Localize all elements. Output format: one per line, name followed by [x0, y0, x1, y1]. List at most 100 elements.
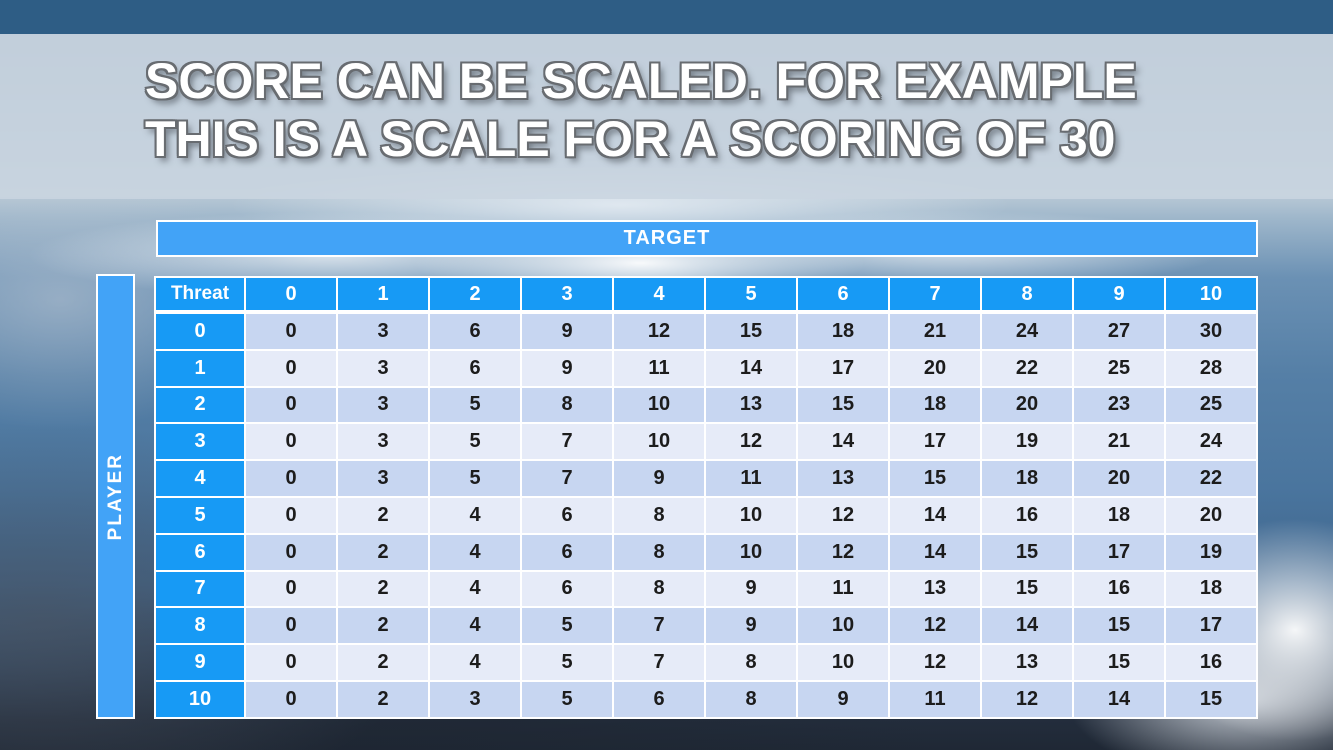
score-cell: 17 — [1166, 608, 1256, 644]
player-header-label: PLAYER — [104, 452, 126, 541]
score-cell: 15 — [1166, 681, 1256, 717]
column-header-cell: 4 — [614, 278, 704, 310]
score-cell: 9 — [614, 461, 704, 496]
top-accent-bar — [0, 0, 1333, 34]
score-cell: 13 — [798, 461, 888, 496]
title-line-1: SCORE CAN BE SCALED. FOR EXAMPLE — [145, 53, 1137, 109]
score-cell: 14 — [798, 424, 888, 460]
row-header-cell: 6 — [156, 534, 244, 570]
score-cell: 2 — [338, 645, 428, 680]
score-cell: 14 — [890, 497, 980, 533]
row-header-cell: 7 — [156, 571, 244, 607]
score-cell: 7 — [614, 645, 704, 680]
score-cell: 0 — [246, 645, 336, 680]
score-cell: 18 — [1166, 571, 1256, 607]
score-cell: 8 — [614, 534, 704, 570]
score-cell: 15 — [982, 571, 1072, 607]
score-cell: 16 — [1074, 571, 1164, 607]
score-cell: 2 — [338, 608, 428, 644]
score-cell: 9 — [798, 681, 888, 717]
score-cell: 10 — [706, 497, 796, 533]
score-cell: 12 — [982, 681, 1072, 717]
score-cell: 11 — [706, 461, 796, 496]
column-header-cell: 0 — [246, 278, 336, 310]
score-cell: 18 — [982, 461, 1072, 496]
score-cell: 19 — [982, 424, 1072, 460]
score-cell: 10 — [706, 534, 796, 570]
score-cell: 2 — [338, 681, 428, 717]
row-header-cell: 3 — [156, 424, 244, 460]
score-cell: 18 — [890, 387, 980, 423]
row-header-cell: 5 — [156, 497, 244, 533]
score-cell: 8 — [706, 645, 796, 680]
score-cell: 27 — [1074, 314, 1164, 349]
score-cell: 9 — [522, 314, 612, 349]
score-cell: 0 — [246, 681, 336, 717]
row-header-cell: 0 — [156, 314, 244, 349]
score-matrix: Threat 0 1 2 3 4 5 6 7 8 9 10 0 0 3 6 9 12 15 18 21 24 27 30 1 0… — [154, 276, 1258, 719]
score-cell: 18 — [1074, 497, 1164, 533]
score-cell: 6 — [430, 314, 520, 349]
score-cell: 3 — [338, 461, 428, 496]
score-cell: 24 — [1166, 424, 1256, 460]
score-cell: 0 — [246, 314, 336, 349]
target-header-label: TARGET — [623, 227, 711, 249]
score-cell: 22 — [982, 350, 1072, 386]
score-cell: 4 — [430, 608, 520, 644]
score-cell: 12 — [890, 608, 980, 644]
score-cell: 20 — [982, 387, 1072, 423]
score-cell: 12 — [798, 497, 888, 533]
score-cell: 6 — [522, 497, 612, 533]
score-cell: 17 — [1074, 534, 1164, 570]
score-cell: 5 — [522, 608, 612, 644]
corner-header-cell: Threat — [156, 278, 244, 310]
score-cell: 5 — [522, 645, 612, 680]
score-cell: 14 — [982, 608, 1072, 644]
score-cell: 7 — [614, 608, 704, 644]
matrix-body: 0 0 3 6 9 12 15 18 21 24 27 30 1 0 3 6 9 11 14 17 20 22 25 28 2 0… — [156, 314, 1256, 717]
score-cell: 2 — [338, 571, 428, 607]
score-cell: 11 — [614, 350, 704, 386]
score-cell: 2 — [338, 534, 428, 570]
score-cell: 13 — [890, 571, 980, 607]
score-cell: 0 — [246, 424, 336, 460]
score-cell: 16 — [982, 497, 1072, 533]
score-cell: 12 — [890, 645, 980, 680]
score-cell: 2 — [338, 497, 428, 533]
score-cell: 6 — [430, 350, 520, 386]
column-header-cell: 8 — [982, 278, 1072, 310]
score-cell: 12 — [706, 424, 796, 460]
score-cell: 21 — [1074, 424, 1164, 460]
player-header-bar: PLAYER — [96, 274, 135, 719]
score-cell: 21 — [890, 314, 980, 349]
score-cell: 20 — [890, 350, 980, 386]
score-cell: 0 — [246, 497, 336, 533]
score-cell: 20 — [1074, 461, 1164, 496]
score-cell: 0 — [246, 608, 336, 644]
score-cell: 15 — [982, 534, 1072, 570]
score-cell: 7 — [522, 424, 612, 460]
column-header-cell: 9 — [1074, 278, 1164, 310]
matrix-header-row: Threat 0 1 2 3 4 5 6 7 8 9 10 — [156, 278, 1256, 310]
score-cell: 4 — [430, 534, 520, 570]
row-header-cell: 1 — [156, 350, 244, 386]
score-cell: 8 — [614, 571, 704, 607]
column-header-cell: 1 — [338, 278, 428, 310]
score-cell: 6 — [522, 571, 612, 607]
column-header-cell: 2 — [430, 278, 520, 310]
score-cell: 16 — [1166, 645, 1256, 680]
score-cell: 4 — [430, 571, 520, 607]
score-cell: 11 — [798, 571, 888, 607]
column-header-cell: 6 — [798, 278, 888, 310]
score-cell: 14 — [1074, 681, 1164, 717]
score-cell: 19 — [1166, 534, 1256, 570]
row-header-cell: 9 — [156, 645, 244, 680]
score-cell: 0 — [246, 387, 336, 423]
score-cell: 15 — [1074, 608, 1164, 644]
score-cell: 5 — [522, 681, 612, 717]
score-cell: 0 — [246, 350, 336, 386]
score-cell: 15 — [1074, 645, 1164, 680]
row-header-cell: 4 — [156, 461, 244, 496]
score-cell: 10 — [614, 424, 704, 460]
